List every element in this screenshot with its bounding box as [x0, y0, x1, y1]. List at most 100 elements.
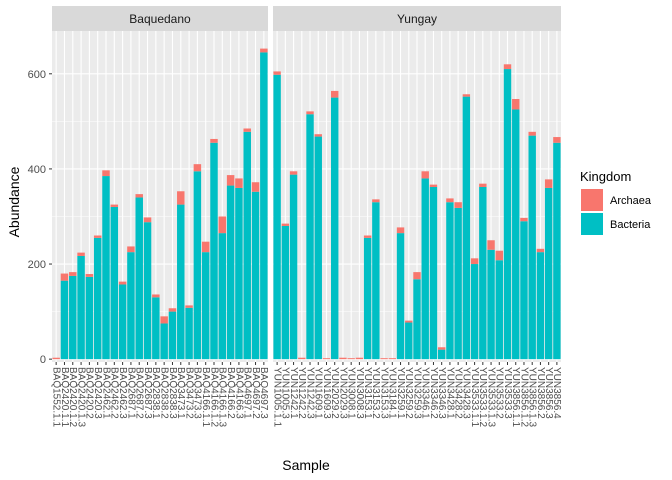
bar-archaea-YUN3259.2 — [405, 320, 413, 323]
x-tick-label: BAQ4166.1.2 — [208, 367, 219, 427]
x-tick-label: BAQ2420.2 — [84, 367, 95, 419]
bar-bacteria-YUN1005.1.1 — [273, 74, 281, 360]
bar-archaea-BAQ4697.2 — [251, 182, 260, 192]
bar-bacteria-YUN3428.3 — [462, 96, 471, 360]
bar-bacteria-BAQ3473.3 — [193, 171, 202, 360]
x-tick-label: YUN1609.3 — [321, 367, 332, 419]
bar-archaea-YUN1609.3 — [322, 358, 331, 360]
bar-bacteria-YUN3428.1 — [446, 202, 454, 360]
bar-archaea-YUN2029.2 — [331, 90, 339, 98]
bar-bacteria-BAQ2462.2 — [110, 206, 119, 360]
bar-bacteria-YUN3856.3 — [544, 187, 553, 360]
x-tick-label: BAQ4697.2 — [250, 367, 261, 419]
bar-archaea-YUN3856.2 — [536, 248, 545, 253]
x-tick-label: BAQ2838.3 — [167, 367, 178, 419]
x-tick-label: BAQ2838.2 — [159, 367, 170, 419]
x-tick-label: BAQ2420.1.1 — [59, 367, 70, 427]
bar-archaea-YUN3856.4 — [553, 137, 561, 143]
bar-bacteria-YUN1609.1 — [314, 136, 322, 360]
bar-bacteria-YUN3259.3 — [413, 279, 421, 360]
bar-bacteria-YUN3533.1.2 — [479, 186, 487, 360]
bar-bacteria-BAQ2687.2 — [135, 197, 143, 360]
legend-label-archaea: Archaea — [610, 195, 652, 207]
x-tick-label: BAQ2462.1 — [100, 367, 111, 419]
x-tick-label: BAQ2420.1.2 — [67, 367, 78, 427]
bar-archaea-BAQ2420.1.3 — [77, 252, 85, 256]
x-tick-label: YUN3346.2 — [428, 367, 439, 419]
bar-archaea-YUN1005.3 — [281, 223, 290, 226]
facet-strip — [52, 6, 268, 31]
x-tick-label: YUN3346.1 — [420, 367, 431, 419]
x-tick-label: YUN3008.1 — [346, 367, 357, 419]
x-tick-label: YUN3428.3 — [461, 367, 472, 419]
x-tick-label: BAQ2462.3 — [117, 367, 128, 419]
bar-archaea-BAQ2462.1 — [102, 170, 110, 177]
bar-bacteria-YUN1005.3 — [281, 225, 290, 360]
bar-archaea-BAQ3473.2 — [185, 305, 193, 308]
bar-archaea-BAQ2687.2 — [135, 194, 143, 198]
bar-archaea-YUN3533.1.1 — [470, 258, 479, 265]
x-tick-label: YUN3856.1.2 — [518, 367, 529, 427]
bar-archaea-YUN3346.1 — [421, 171, 429, 179]
x-tick-label: YUN3856.1.3 — [527, 367, 538, 427]
bar-archaea-BAQ2838.1 — [152, 294, 160, 298]
bar-archaea-YUN3428.1 — [446, 198, 454, 203]
bar-archaea-YUN3428.3 — [462, 94, 471, 97]
bar-archaea-BAQ2462.3 — [118, 281, 127, 285]
bar-archaea-BAQ2420.1.2 — [69, 272, 77, 276]
x-tick-label: BAQ3473.3 — [192, 367, 203, 419]
x-tick-label: YUN3259.3 — [411, 367, 422, 419]
bar-bacteria-BAQ4166.3 — [235, 187, 243, 360]
x-tick-label: BAQ4697.1 — [242, 367, 253, 419]
bar-archaea-BAQ2838.3 — [168, 308, 177, 312]
x-tick-label: YUN3259.1 — [395, 367, 406, 419]
bar-archaea-YUN3856.1.1 — [512, 99, 520, 110]
x-tick-label: YUN3533.2 — [494, 367, 505, 419]
bar-archaea-YUN3153.1 — [363, 235, 372, 238]
bar-archaea-YUN3533.1.2 — [479, 183, 487, 187]
bar-archaea-BAQ2687.3 — [143, 217, 152, 223]
bar-bacteria-BAQ2420.1.1 — [60, 280, 69, 360]
facet-strip — [273, 6, 561, 31]
y-axis-title: Abundance — [6, 166, 22, 237]
x-tick-label: YUN1242.3 — [304, 367, 315, 419]
x-tick-label: BAQ1552.1.1 — [51, 367, 62, 427]
bar-archaea-BAQ2838.2 — [160, 316, 168, 324]
x-tick-label: YUN3428.1 — [444, 367, 455, 419]
x-tick-label: YUN1242.2 — [296, 367, 307, 419]
bar-archaea-YUN3533.3 — [503, 64, 512, 70]
bar-archaea-BAQ2420.2 — [85, 274, 94, 277]
bar-bacteria-YUN3856.2 — [536, 252, 545, 360]
bar-bacteria-YUN3533.2 — [495, 260, 503, 360]
x-tick-label: BAQ4697.3 — [258, 367, 269, 419]
bar-bacteria-BAQ2462.3 — [118, 284, 127, 360]
x-tick-label: YUN3856.1.1 — [510, 367, 521, 427]
x-tick-label: BAQ4166.2 — [225, 367, 236, 419]
bar-bacteria-BAQ4166.1.2 — [210, 142, 218, 360]
legend-key-archaea — [581, 189, 603, 211]
x-tick-label: YUN3533.1.3 — [485, 367, 496, 427]
bar-bacteria-BAQ2420.1.2 — [69, 275, 77, 360]
x-tick-label: YUN3533.3 — [502, 367, 513, 419]
bar-bacteria-YUN3259.2 — [405, 322, 413, 360]
bar-archaea-YUN3259.1 — [396, 227, 405, 234]
bar-bacteria-BAQ2687.1 — [127, 252, 135, 360]
bar-archaea-YUN3533.2 — [495, 250, 503, 261]
bar-bacteria-YUN3533.1.3 — [487, 249, 495, 360]
bar-bacteria-BAQ2420.3 — [93, 237, 102, 360]
y-tick-label: 200 — [28, 259, 46, 271]
bar-archaea-YUN3008.1 — [347, 358, 355, 360]
bar-bacteria-BAQ4166.2 — [226, 185, 235, 360]
bar-archaea-BAQ2420.3 — [93, 235, 102, 238]
bar-bacteria-YUN1242.1 — [289, 174, 298, 360]
x-tick-label: YUN3533.1.2 — [477, 367, 488, 427]
bar-bacteria-BAQ2838.1 — [152, 297, 160, 360]
x-tick-label: BAQ4166.1.3 — [217, 367, 228, 427]
bar-archaea-BAQ4166.1.3 — [218, 216, 227, 234]
y-axis: 0 200 400 600 — [28, 69, 52, 366]
x-tick-label: YUN3184.1 — [387, 367, 398, 419]
y-tick-label: 600 — [28, 69, 46, 81]
x-tick-label: BAQ2838.1 — [150, 367, 161, 419]
bar-archaea-YUN1609.1 — [314, 134, 322, 137]
